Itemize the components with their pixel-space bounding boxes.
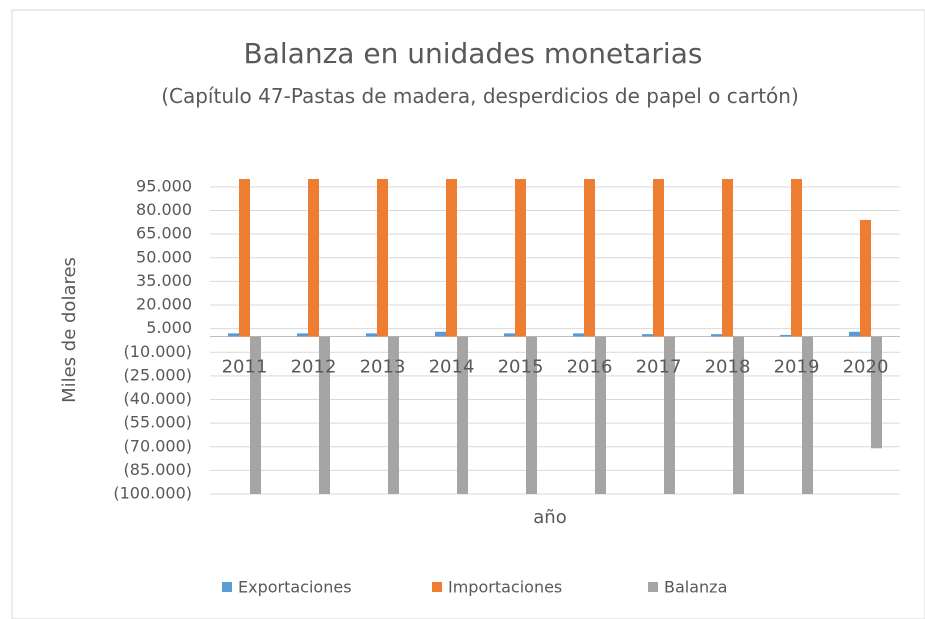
bar [515, 179, 526, 337]
y-tick-label: 80.000 [136, 200, 192, 219]
bar [526, 336, 537, 494]
y-tick-label: (85.000) [124, 460, 192, 479]
x-tick-label: 2014 [429, 357, 475, 378]
y-tick-label: (70.000) [124, 436, 192, 455]
bar [733, 336, 744, 494]
bar [802, 336, 813, 494]
bar [239, 179, 250, 337]
bar [297, 333, 308, 337]
bar [228, 333, 239, 337]
bar [366, 333, 377, 337]
x-tick-label: 2011 [222, 357, 268, 378]
x-tick-label: 2016 [567, 357, 613, 378]
legend-swatch [648, 582, 658, 592]
bar [664, 336, 675, 494]
x-axis-label: año [533, 507, 566, 528]
bar [250, 336, 261, 494]
legend-label: Importaciones [448, 578, 562, 597]
bar [871, 336, 882, 449]
bar [653, 179, 664, 337]
x-tick-label: 2019 [774, 357, 820, 378]
bar [595, 336, 606, 494]
bar [642, 334, 653, 337]
chart-border [11, 9, 925, 619]
x-tick-label: 2015 [498, 357, 544, 378]
y-tick-label: (10.000) [124, 342, 192, 361]
bar [711, 334, 722, 337]
y-tick-label: 65.000 [136, 224, 192, 243]
bar [504, 333, 515, 337]
x-tick-label: 2013 [360, 357, 406, 378]
bar [573, 333, 584, 337]
y-tick-label: 95.000 [136, 176, 192, 195]
y-tick-label: (55.000) [124, 413, 192, 432]
y-tick-label: 5.000 [146, 318, 192, 337]
y-tick-label: 20.000 [136, 295, 192, 314]
bar [849, 331, 860, 337]
bar [791, 179, 802, 337]
y-tick-label: 50.000 [136, 247, 192, 266]
legend-swatch [432, 582, 442, 592]
bar [388, 336, 399, 494]
bar [308, 179, 319, 337]
legend-label: Balanza [664, 578, 727, 597]
x-tick-label: 2012 [291, 357, 337, 378]
x-tick-label: 2017 [636, 357, 682, 378]
y-tick-label: (40.000) [124, 389, 192, 408]
bar [584, 179, 595, 337]
legend-label: Exportaciones [238, 578, 352, 597]
chart-title: Balanza en unidades monetarias [244, 37, 703, 70]
bar [722, 179, 733, 337]
x-tick-label: 2018 [705, 357, 751, 378]
bar [446, 179, 457, 337]
y-axis-label: Miles de dolares [59, 257, 80, 403]
bar [319, 336, 330, 494]
x-tick-label: 2020 [843, 357, 889, 378]
bar [860, 219, 871, 337]
bar [457, 336, 468, 494]
y-tick-label: (100.000) [113, 484, 192, 503]
bar [435, 331, 446, 337]
y-tick-label: (25.000) [124, 365, 192, 384]
y-tick-label: 35.000 [136, 271, 192, 290]
legend-swatch [222, 582, 232, 592]
chart-subtitle: (Capítulo 47-Pastas de madera, desperdic… [161, 84, 799, 108]
bar [780, 334, 791, 337]
bar [377, 179, 388, 337]
